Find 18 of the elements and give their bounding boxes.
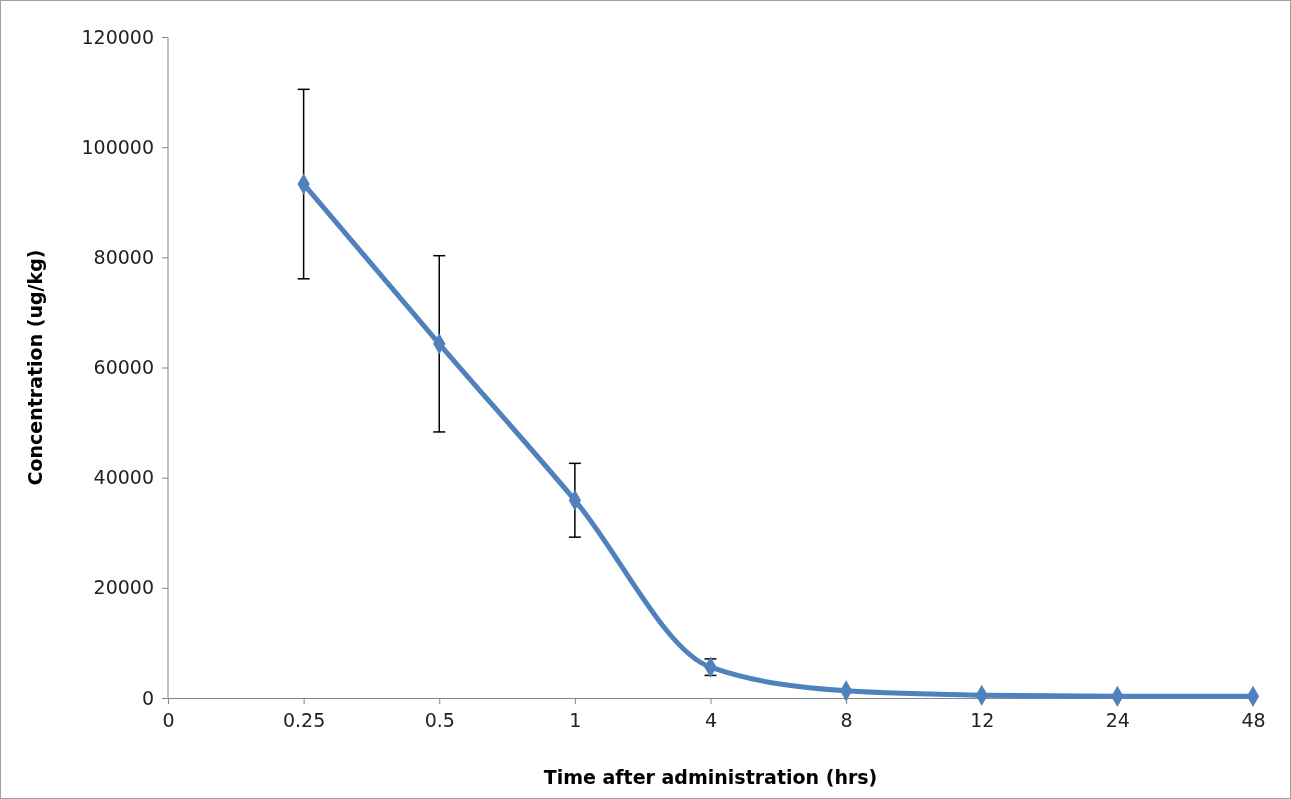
y-tick-label: 0: [141, 686, 154, 709]
y-tick-label: 80000: [93, 245, 154, 268]
y-tick-label: 100000: [81, 135, 154, 158]
x-tick-label: 48: [1241, 709, 1266, 732]
y-axis-title: Concentration (ug/kg): [24, 249, 46, 486]
y-tick-label: 20000: [93, 576, 154, 599]
x-tick-label: 12: [970, 709, 995, 732]
x-tick-label: 0.25: [282, 709, 326, 732]
x-tick-label: 8: [840, 709, 853, 732]
y-tick-label: 60000: [93, 356, 154, 379]
x-tick-label: 24: [1105, 709, 1130, 732]
y-tick-label: 120000: [81, 25, 154, 48]
x-tick-label: 0.5: [424, 709, 455, 732]
x-tick-label: 0: [162, 709, 175, 732]
y-tick-label: 40000: [93, 466, 154, 489]
x-tick-label: 4: [704, 709, 718, 732]
x-axis-title: Time after administration (hrs): [543, 766, 878, 788]
x-tick-label: 1: [569, 709, 582, 732]
